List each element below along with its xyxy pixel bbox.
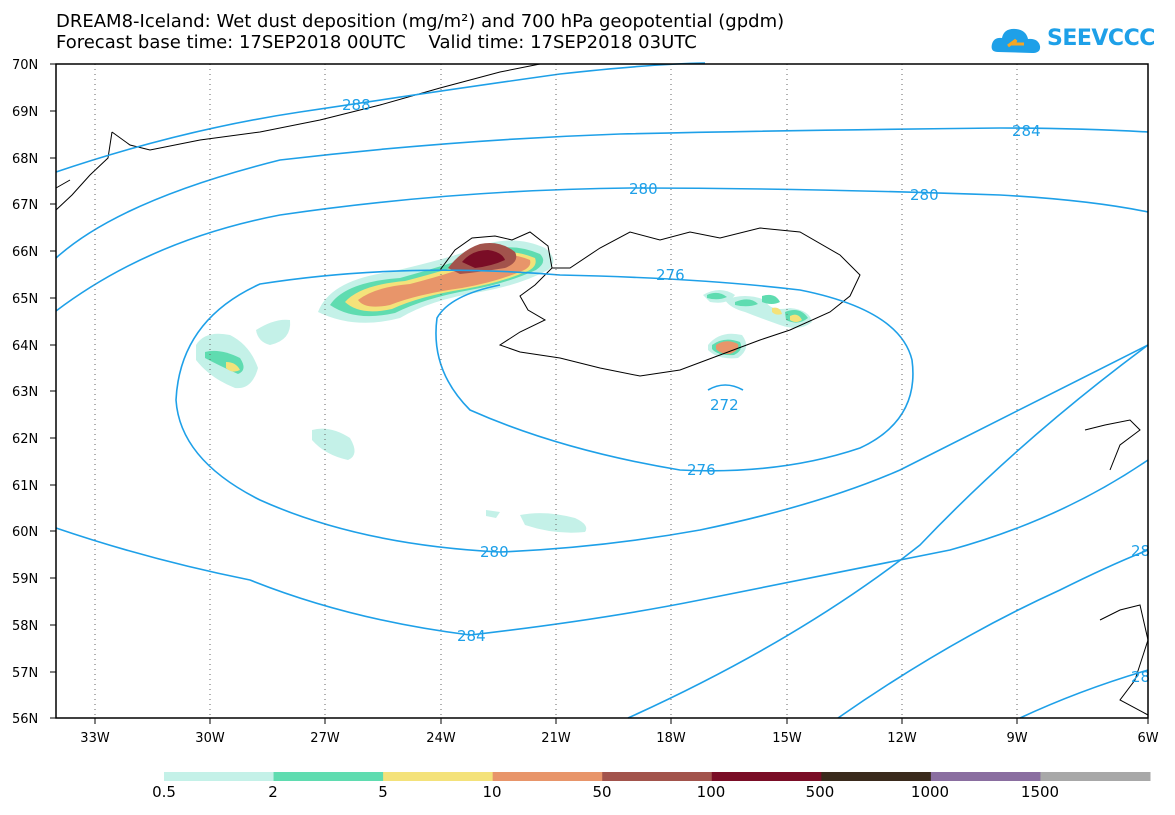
geopotential-contours bbox=[55, 62, 1149, 719]
svg-text:56N: 56N bbox=[12, 712, 38, 727]
contour-label-288: 288 bbox=[342, 96, 371, 114]
colorbar-swatch bbox=[821, 772, 932, 781]
svg-text:69N: 69N bbox=[12, 105, 38, 120]
colorbar-swatch bbox=[164, 772, 275, 781]
cloud-logo-icon bbox=[991, 28, 1041, 53]
colorbar bbox=[164, 772, 1151, 781]
contour-labels: 288 284 280 280 276 272 276 280 284 28 2… bbox=[342, 96, 1150, 686]
contour-label-280: 280 bbox=[910, 186, 939, 204]
svg-text:57N: 57N bbox=[12, 666, 38, 681]
colorbar-swatch bbox=[273, 772, 384, 781]
svg-text:21W: 21W bbox=[541, 731, 571, 746]
colorbar-label: 50 bbox=[592, 783, 612, 801]
svg-text:12W: 12W bbox=[887, 731, 917, 746]
colorbar-swatch bbox=[602, 772, 713, 781]
contour-label-276: 276 bbox=[656, 266, 685, 284]
svg-text:33W: 33W bbox=[80, 731, 110, 746]
contour-label-280: 280 bbox=[480, 543, 509, 561]
svg-text:27W: 27W bbox=[310, 731, 340, 746]
svg-text:30W: 30W bbox=[195, 731, 225, 746]
map-frame bbox=[55, 63, 1149, 719]
colorbar-swatch bbox=[1040, 772, 1151, 781]
map-title: DREAM8-Iceland: Wet dust deposition (mg/… bbox=[56, 11, 785, 32]
svg-text:58N: 58N bbox=[12, 619, 38, 634]
colorbar-swatch bbox=[930, 772, 1041, 781]
svg-text:67N: 67N bbox=[12, 198, 38, 213]
contour-label-272: 272 bbox=[710, 396, 739, 414]
colorbar-label: 1000 bbox=[910, 783, 950, 801]
colorbar-label: 500 bbox=[805, 783, 835, 801]
colorbar-swatch bbox=[492, 772, 603, 781]
colorbar-label: 2 bbox=[268, 783, 278, 801]
graticule bbox=[94, 64, 1018, 718]
svg-text:68N: 68N bbox=[12, 152, 38, 167]
contour-label-276: 276 bbox=[687, 461, 716, 479]
svg-text:18W: 18W bbox=[656, 731, 686, 746]
svg-text:24W: 24W bbox=[426, 731, 456, 746]
colorbar-label: 1500 bbox=[1020, 783, 1060, 801]
svg-text:63N: 63N bbox=[12, 385, 38, 400]
svg-text:70N: 70N bbox=[12, 58, 38, 73]
svg-text:66N: 66N bbox=[12, 245, 38, 260]
latitude-labels: 70N 69N 68N 67N 66N 65N 64N 63N 62N 61N … bbox=[12, 58, 38, 727]
longitude-labels: 33W 30W 27W 24W 21W 18W 15W 12W 9W 6W bbox=[80, 731, 1158, 746]
contour-label-284: 284 bbox=[457, 627, 486, 645]
contour-label-280: 280 bbox=[629, 180, 658, 198]
forecast-times: Forecast base time: 17SEP2018 00UTC Vali… bbox=[56, 32, 697, 53]
svg-text:61N: 61N bbox=[12, 479, 38, 494]
svg-text:60N: 60N bbox=[12, 525, 38, 540]
svg-text:15W: 15W bbox=[772, 731, 802, 746]
contour-label-edge: 28 bbox=[1131, 542, 1150, 560]
colorbar-label: 0.5 bbox=[152, 783, 176, 801]
axis-ticks bbox=[50, 63, 1149, 724]
svg-text:6W: 6W bbox=[1137, 731, 1158, 746]
dust-deposition-shading bbox=[196, 240, 812, 533]
colorbar-swatch bbox=[711, 772, 822, 781]
colorbar-label: 10 bbox=[482, 783, 502, 801]
svg-text:59N: 59N bbox=[12, 572, 38, 587]
contour-label-284: 284 bbox=[1012, 122, 1041, 140]
svg-text:62N: 62N bbox=[12, 432, 38, 447]
coastlines bbox=[55, 63, 1149, 716]
svg-text:9W: 9W bbox=[1006, 731, 1027, 746]
colorbar-swatch bbox=[383, 772, 494, 781]
svg-text:64N: 64N bbox=[12, 339, 38, 354]
contour-label-edge: 28 bbox=[1131, 668, 1150, 686]
colorbar-label: 5 bbox=[378, 783, 388, 801]
svg-text:65N: 65N bbox=[12, 292, 38, 307]
colorbar-label: 100 bbox=[696, 783, 726, 801]
logo-text: SEEVCCC bbox=[1047, 26, 1155, 51]
